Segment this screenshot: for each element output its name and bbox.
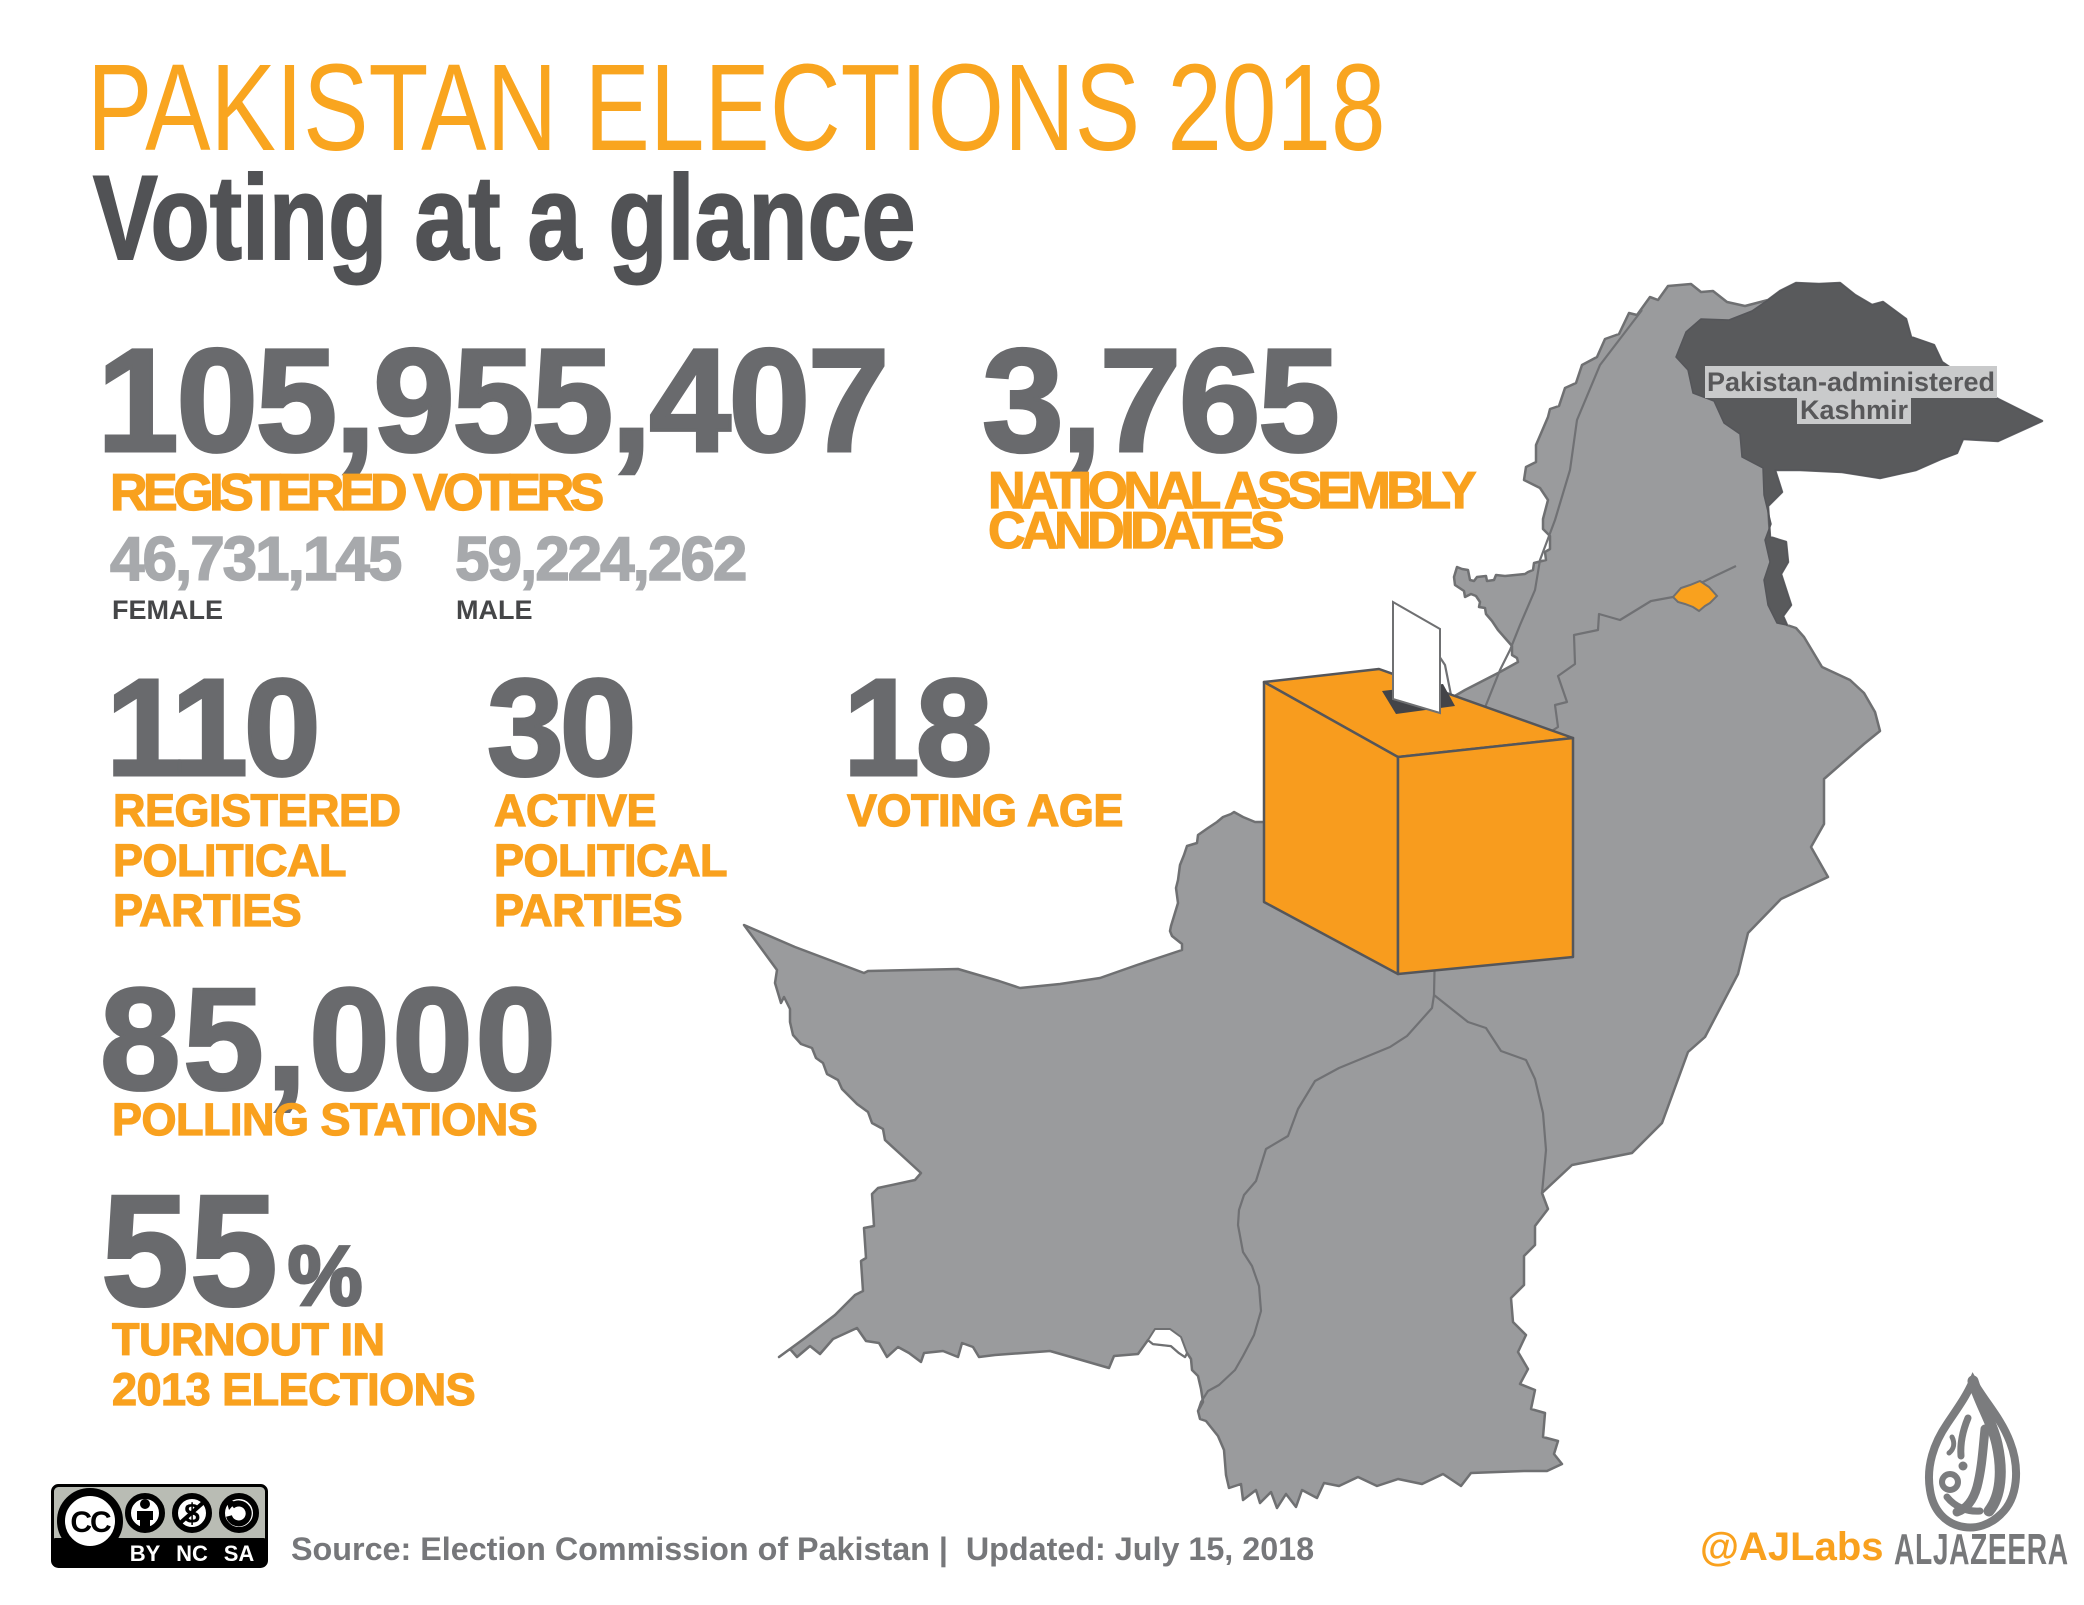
svg-text:BY: BY [130, 1541, 161, 1566]
svg-text:Pakistan-administered: Pakistan-administered [1707, 367, 1995, 397]
svg-text:NC: NC [176, 1541, 208, 1566]
svg-text:SA: SA [224, 1541, 255, 1566]
svg-text:Kashmir: Kashmir [1800, 395, 1909, 425]
svg-text:CC: CC [70, 1506, 111, 1539]
